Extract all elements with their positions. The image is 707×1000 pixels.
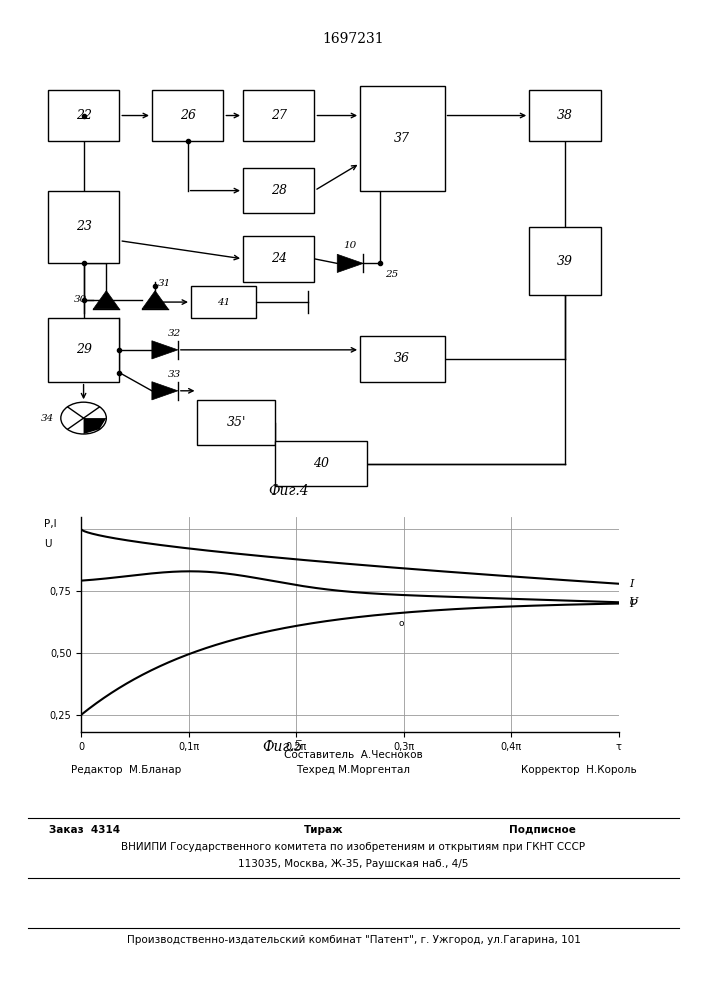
- Bar: [243, 236, 315, 282]
- Text: 34: 34: [41, 414, 54, 423]
- Bar: [360, 86, 445, 191]
- Bar: [48, 90, 119, 141]
- Text: 28: 28: [271, 184, 287, 197]
- Bar: [191, 286, 256, 318]
- Circle shape: [61, 402, 106, 434]
- Text: Корректор  Н.Король: Корректор Н.Король: [520, 765, 636, 775]
- Polygon shape: [83, 418, 106, 434]
- Text: Техред М.Моргентал: Техред М.Моргентал: [296, 765, 411, 775]
- Bar: [197, 400, 276, 445]
- Text: Тираж: Тираж: [304, 825, 344, 835]
- Polygon shape: [152, 341, 178, 359]
- Text: P: P: [629, 599, 637, 609]
- Text: 113035, Москва, Ж-35, Раушская наб., 4/5: 113035, Москва, Ж-35, Раушская наб., 4/5: [238, 859, 469, 869]
- Text: 26: 26: [180, 109, 196, 122]
- Polygon shape: [152, 382, 178, 400]
- Text: ВНИИПИ Государственного комитета по изобретениям и открытиям при ГКНТ СССР: ВНИИПИ Государственного комитета по изоб…: [122, 842, 585, 852]
- Text: 25: 25: [385, 270, 398, 279]
- Text: 1697231: 1697231: [322, 32, 385, 46]
- Text: 39: 39: [557, 255, 573, 268]
- Bar: [529, 90, 601, 141]
- Text: 24: 24: [271, 252, 287, 265]
- Text: Заказ  4314: Заказ 4314: [49, 825, 121, 835]
- Text: Подписное: Подписное: [509, 825, 576, 835]
- Text: 32: 32: [168, 329, 182, 338]
- Text: U: U: [44, 539, 51, 549]
- Text: U: U: [629, 597, 638, 607]
- Text: 23: 23: [76, 220, 92, 233]
- Bar: [360, 336, 445, 382]
- Bar: [152, 90, 223, 141]
- Text: 35': 35': [227, 416, 246, 429]
- Bar: [243, 90, 315, 141]
- Text: 37: 37: [395, 132, 410, 145]
- Text: 30: 30: [74, 295, 87, 304]
- Text: o: o: [398, 619, 404, 628]
- Text: 40: 40: [313, 457, 329, 470]
- Text: Редактор  М.Бланар: Редактор М.Бланар: [71, 765, 181, 775]
- Bar: [48, 191, 119, 263]
- Text: 29: 29: [76, 343, 92, 356]
- Text: 33: 33: [168, 370, 182, 379]
- Text: Производственно-издательский комбинат "Патент", г. Ужгород, ул.Гагарина, 101: Производственно-издательский комбинат "П…: [127, 935, 580, 945]
- Text: 10: 10: [344, 241, 357, 250]
- Text: 38: 38: [557, 109, 573, 122]
- Polygon shape: [93, 291, 119, 309]
- Text: 36: 36: [395, 352, 410, 365]
- Text: Фиг.4: Фиг.4: [268, 484, 309, 498]
- Text: Фиг.5: Фиг.5: [262, 740, 303, 754]
- Text: 27: 27: [271, 109, 287, 122]
- Polygon shape: [142, 291, 168, 309]
- Text: P,I: P,I: [44, 519, 57, 529]
- Text: 41: 41: [217, 298, 230, 307]
- Bar: [243, 168, 315, 213]
- Text: 31: 31: [158, 279, 172, 288]
- Bar: [48, 318, 119, 382]
- Text: Составитель  А.Чесноков: Составитель А.Чесноков: [284, 750, 423, 760]
- Polygon shape: [337, 254, 363, 272]
- Text: 22: 22: [76, 109, 92, 122]
- Text: I: I: [629, 579, 633, 589]
- Bar: [529, 227, 601, 295]
- Bar: [276, 441, 366, 486]
